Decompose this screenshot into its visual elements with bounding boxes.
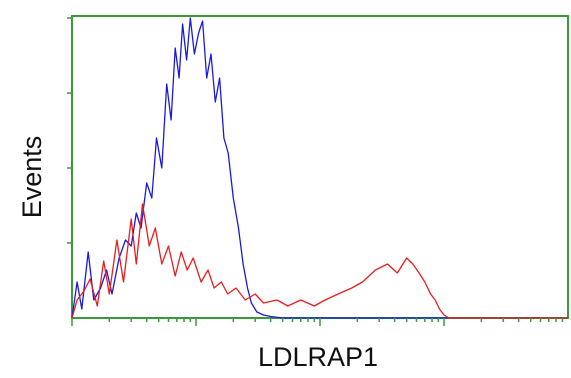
x-axis-label: LDLRAP1 [258, 342, 378, 372]
tick-layer [67, 17, 564, 326]
plot-frame [71, 15, 569, 319]
series-line-blue [71, 17, 568, 319]
plot-area [67, 15, 569, 326]
series-layer [71, 17, 568, 319]
y-axis-label: Events [17, 136, 47, 219]
series-line-red [71, 203, 568, 319]
